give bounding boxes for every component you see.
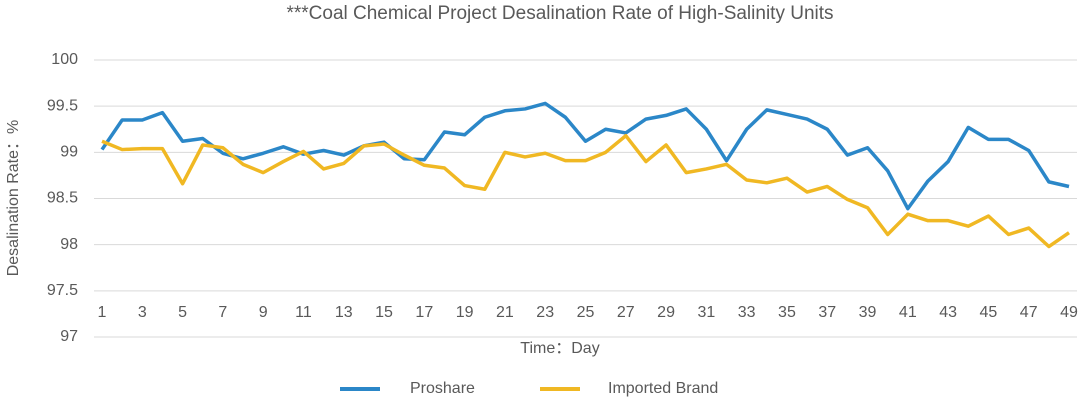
x-tick-label: 11 bbox=[295, 304, 312, 321]
y-tick-label: 97 bbox=[60, 328, 78, 345]
x-tick-label: 3 bbox=[138, 304, 147, 321]
y-tick-label: 99 bbox=[60, 144, 78, 161]
x-tick-label: 29 bbox=[657, 304, 675, 321]
x-tick-label: 27 bbox=[617, 304, 635, 321]
y-tick-label: 98 bbox=[60, 236, 78, 253]
x-tick-label: 1 bbox=[98, 304, 107, 321]
x-tick-label: 19 bbox=[456, 304, 474, 321]
x-tick-label: 41 bbox=[899, 304, 917, 321]
x-tick-label: 21 bbox=[496, 304, 514, 321]
x-axis-title: Time：Day bbox=[520, 340, 599, 357]
y-tick-label: 99.5 bbox=[47, 97, 78, 114]
chart-title: ***Coal Chemical Project Desalination Ra… bbox=[286, 3, 833, 24]
x-tick-label: 9 bbox=[259, 304, 268, 321]
x-tick-label: 15 bbox=[375, 304, 393, 321]
y-tick-label: 100 bbox=[51, 51, 78, 68]
x-tick-label: 23 bbox=[536, 304, 554, 321]
x-tick-label: 35 bbox=[778, 304, 796, 321]
y-tick-label: 98.5 bbox=[47, 190, 78, 207]
y-axis-title: Desalination Rate：% bbox=[5, 120, 22, 277]
y-tick-label: 97.5 bbox=[47, 282, 78, 299]
x-tick-label: 5 bbox=[178, 304, 187, 321]
x-tick-label: 47 bbox=[1020, 304, 1038, 321]
series-line bbox=[100, 101, 1070, 211]
series-line bbox=[101, 133, 1070, 249]
x-tick-label: 45 bbox=[980, 304, 998, 321]
x-tick-label: 25 bbox=[577, 304, 595, 321]
x-tick-label: 37 bbox=[818, 304, 836, 321]
x-tick-label: 7 bbox=[218, 304, 227, 321]
x-tick-label: 39 bbox=[859, 304, 877, 321]
x-tick-label: 49 bbox=[1060, 304, 1078, 321]
x-tick-label: 17 bbox=[415, 304, 433, 321]
legend-label: Proshare bbox=[410, 380, 475, 397]
x-tick-label: 13 bbox=[335, 304, 353, 321]
x-tick-label: 43 bbox=[939, 304, 957, 321]
x-tick-label: 33 bbox=[738, 304, 756, 321]
legend-label: Imported Brand bbox=[608, 380, 718, 397]
x-tick-label: 31 bbox=[697, 304, 715, 321]
